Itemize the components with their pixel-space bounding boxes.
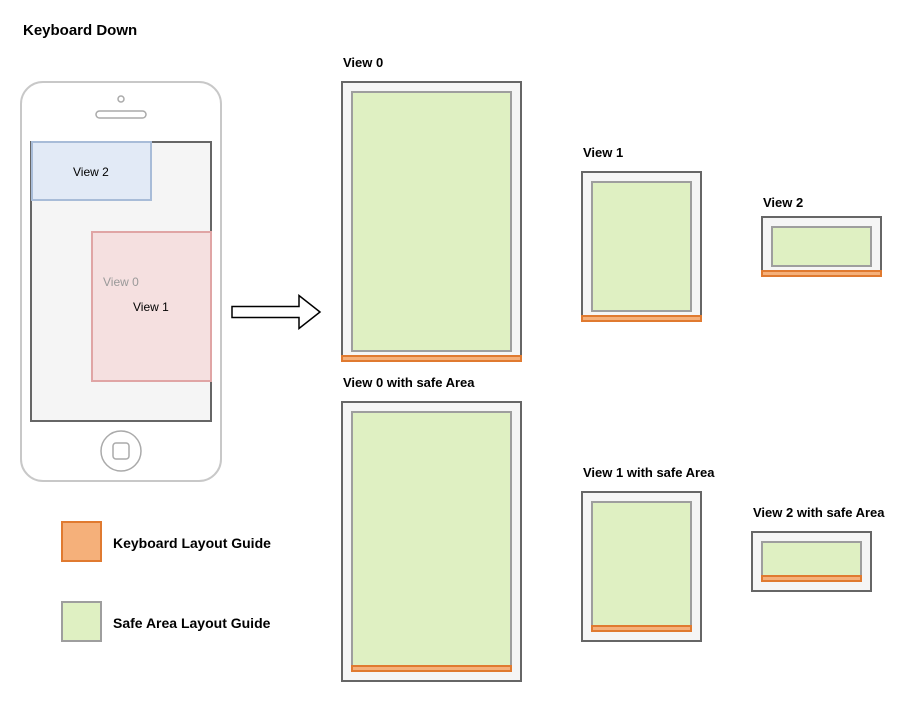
view0-safe-area — [351, 91, 512, 352]
phone-view0-label: View 0 — [103, 275, 139, 289]
phone-speaker — [95, 110, 147, 119]
view0-label: View 0 — [343, 55, 384, 70]
view2-keyboard-guide — [761, 270, 882, 277]
view0-safe-label: View 0 with safe Area — [343, 375, 475, 390]
view1-safe-label: View 1 with safe Area — [583, 465, 715, 480]
view2-safe-label: View 2 with safe Area — [753, 505, 885, 520]
phone-view2-label: View 2 — [73, 165, 109, 179]
view1-label: View 1 — [583, 145, 624, 160]
phone-view1 — [91, 231, 212, 382]
home-button-square — [112, 442, 130, 460]
phone-camera — [117, 95, 125, 103]
diagram-title: Keyboard Down — [23, 22, 138, 39]
legend-safe-swatch — [61, 601, 102, 642]
transition-arrow — [231, 293, 323, 331]
legend-keyboard-swatch — [61, 521, 102, 562]
view1-safe-area — [591, 181, 692, 312]
view1-keyboard-guide — [581, 315, 702, 322]
view1-safe-safe-area — [591, 501, 692, 632]
phone-view2 — [31, 141, 152, 201]
view2-safe-area — [771, 226, 872, 267]
home-button — [100, 430, 142, 472]
view2-label: View 2 — [763, 195, 804, 210]
phone-view1-label: View 1 — [133, 300, 169, 314]
legend-keyboard-label: Keyboard Layout Guide — [113, 535, 271, 551]
view0-keyboard-guide — [341, 355, 522, 362]
view0-safe-safe-area — [351, 411, 512, 672]
view1-safe-keyboard-guide — [591, 625, 692, 632]
legend-safe-label: Safe Area Layout Guide — [113, 615, 271, 631]
view0-safe-keyboard-guide — [351, 665, 512, 672]
arrow-icon — [231, 293, 322, 331]
view2-safe-keyboard-guide — [761, 575, 862, 582]
